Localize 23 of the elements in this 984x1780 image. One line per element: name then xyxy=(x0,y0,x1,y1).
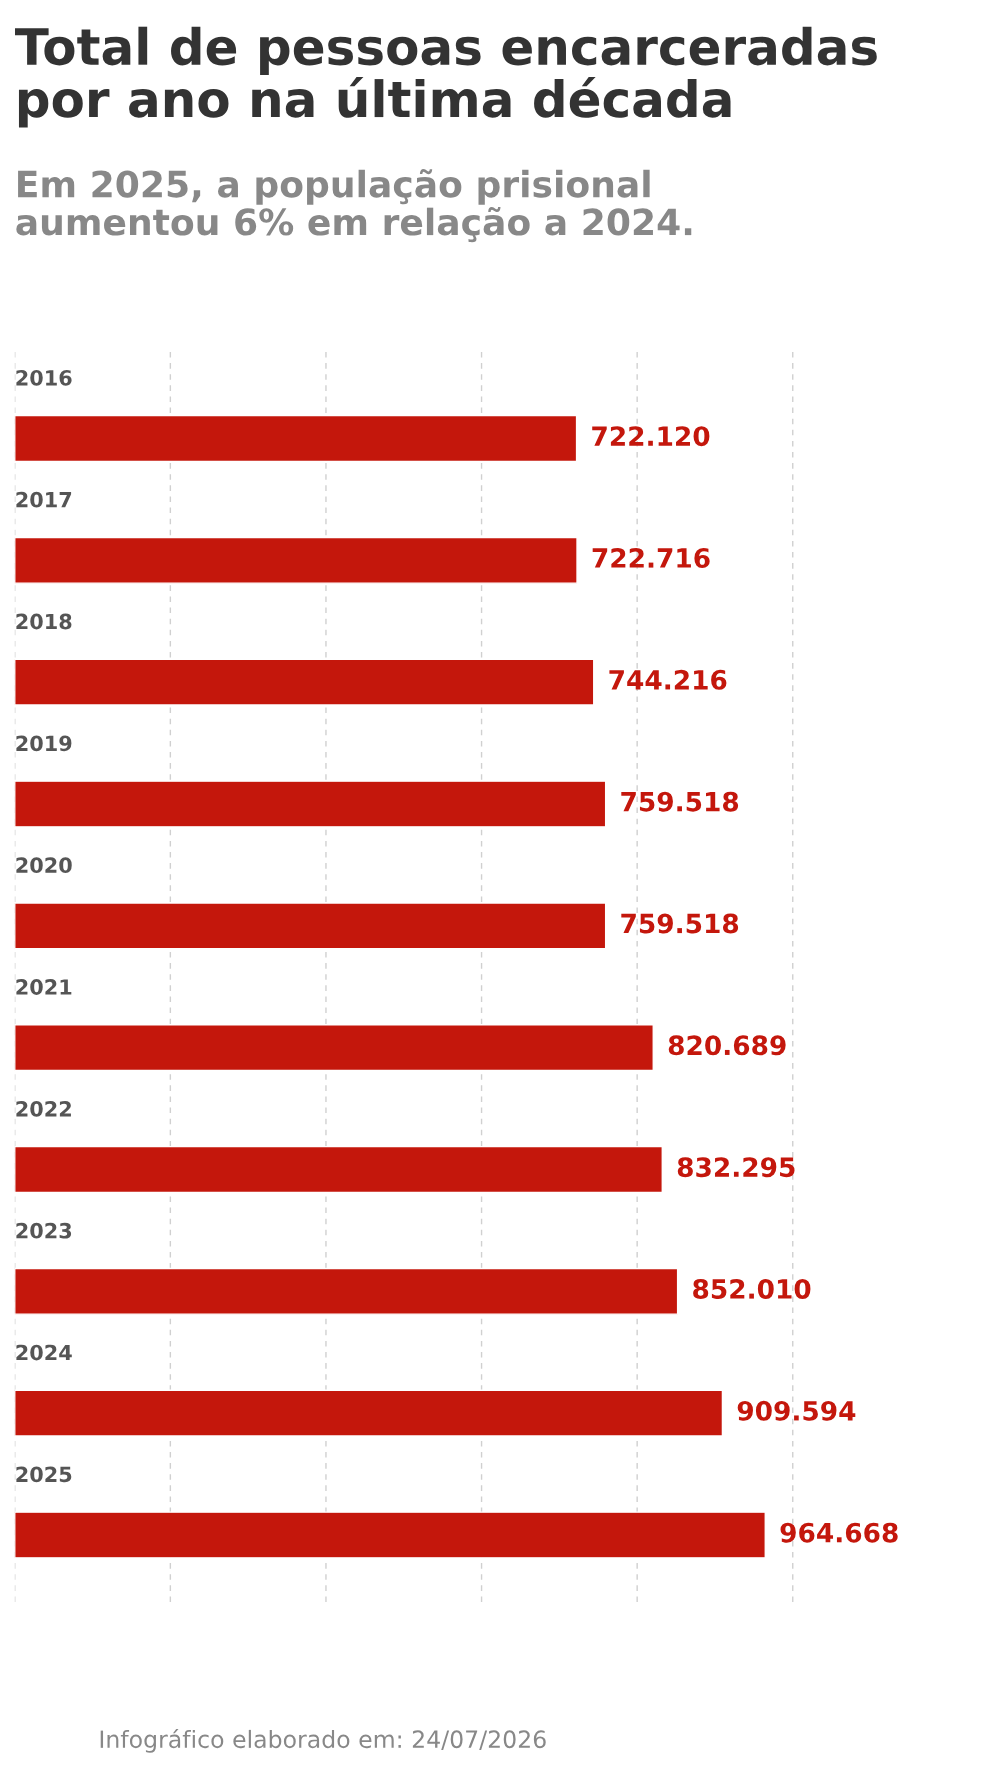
y-tick-label: 2025 xyxy=(16,1466,72,1483)
y-tick-label: 2020 xyxy=(16,857,72,874)
y-tick-label: 2021 xyxy=(16,979,72,995)
data-label: 759.518 xyxy=(621,913,739,934)
data-label: 722.120 xyxy=(592,426,710,447)
y-tick-label: 2016 xyxy=(16,369,72,386)
y-tick-label: 2024 xyxy=(16,1344,72,1361)
data-label: 832.295 xyxy=(677,1157,795,1178)
chart-title: Total de pessoas encarceradas por ano na última década xyxy=(15,26,877,128)
y-tick-label: 2017 xyxy=(16,491,72,508)
data-label: 852.010 xyxy=(693,1279,811,1299)
data-label: 964.668 xyxy=(780,1522,898,1543)
text: Infográfico elaborado em: 24/07/2026 xyxy=(100,1728,546,1753)
data-label: 820.689 xyxy=(668,1035,786,1056)
chart-subtitle: Em 2025, a população prisional aumentou 6% em relação a 2024. xyxy=(16,169,692,243)
y-tick-label: 2023 xyxy=(16,1222,72,1239)
y-tick-label: 2019 xyxy=(16,735,72,752)
data-label: 722.716 xyxy=(592,548,710,568)
y-tick-label: 2018 xyxy=(16,613,72,630)
data-label: 759.518 xyxy=(621,791,739,812)
data-label: 744.216 xyxy=(609,669,727,690)
y-tick-label: 2022 xyxy=(16,1100,71,1117)
data-label: 909.594 xyxy=(737,1400,856,1421)
